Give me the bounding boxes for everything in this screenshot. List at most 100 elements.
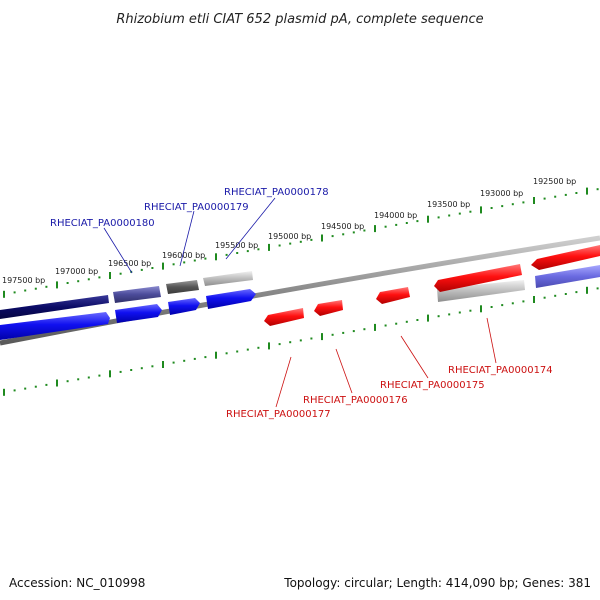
gene-label[interactable]: RHECIAT_PA0000176	[303, 395, 408, 406]
scale-tick	[87, 376, 90, 379]
scale-tick	[34, 287, 37, 290]
gene-feature[interactable]	[264, 308, 304, 326]
scale-tick	[448, 313, 451, 316]
scale-tick	[215, 253, 217, 261]
gene-feature[interactable]	[376, 287, 410, 304]
scale-tick	[87, 278, 90, 281]
gene-label[interactable]: RHECIAT_PA0000177	[226, 409, 331, 420]
scale-tick	[24, 387, 27, 390]
scale-tick	[140, 367, 143, 370]
tick-label: 195000 bp	[268, 232, 311, 241]
scale-tick	[299, 240, 302, 243]
scale-tick	[490, 306, 493, 308]
scale-tick	[299, 339, 302, 342]
scale-tick	[13, 291, 16, 294]
gene-feature[interactable]	[0, 295, 109, 319]
scale-tick	[66, 282, 69, 284]
gene-label[interactable]: RHECIAT_PA0000180	[50, 218, 155, 229]
label-connector	[486, 317, 497, 364]
scale-tick	[480, 206, 482, 214]
outer-scale-ticks	[3, 187, 599, 298]
scale-tick	[193, 357, 196, 360]
scale-tick	[193, 259, 196, 262]
tick-label: 196500 bp	[108, 259, 151, 268]
scale-tick	[172, 263, 175, 266]
scale-tick	[448, 214, 451, 217]
gene-feature[interactable]	[203, 271, 253, 286]
scale-tick	[246, 250, 249, 253]
gene-feature[interactable]	[113, 286, 161, 303]
gene-feature[interactable]	[166, 280, 199, 294]
scale-tick	[56, 281, 58, 289]
scale-tick	[3, 290, 5, 298]
gene-feature[interactable]	[434, 264, 522, 292]
scale-tick	[204, 356, 207, 359]
scale-tick	[321, 333, 323, 341]
scale-tick	[374, 323, 376, 331]
scale-tick	[3, 388, 5, 396]
scale-tick	[374, 225, 376, 233]
scale-tick	[469, 210, 472, 213]
scale-tick	[416, 319, 419, 321]
gene-label[interactable]: RHECIAT_PA0000175	[380, 380, 485, 391]
scale-tick	[119, 272, 122, 275]
scale-tick	[437, 315, 440, 318]
scale-tick	[586, 187, 588, 195]
gene-feature[interactable]	[437, 280, 525, 302]
scale-tick	[236, 350, 239, 353]
scale-tick	[109, 272, 111, 279]
scale-tick	[384, 225, 387, 228]
scale-tick	[384, 324, 387, 327]
label-connector	[335, 348, 353, 394]
scale-tick	[586, 286, 588, 294]
gene-label[interactable]: RHECIAT_PA0000179	[144, 202, 249, 213]
scale-tick	[331, 333, 334, 336]
gene-label[interactable]: RHECIAT_PA0000174	[448, 365, 553, 376]
scale-tick	[34, 385, 37, 388]
scale-tick	[427, 215, 429, 223]
scale-tick	[395, 322, 398, 325]
gene-label[interactable]: RHECIAT_PA0000178	[224, 187, 329, 198]
scale-tick	[596, 188, 599, 191]
tick-label: 196000 bp	[162, 251, 205, 260]
scale-tick	[564, 293, 567, 295]
scale-tick	[162, 361, 164, 368]
scale-tick	[564, 193, 567, 196]
scale-tick	[352, 231, 355, 234]
gene-feature[interactable]	[535, 265, 600, 288]
scale-tick	[66, 380, 69, 383]
scale-tick	[98, 276, 101, 279]
scale-tick	[533, 296, 535, 303]
gene-feature[interactable]	[168, 298, 200, 315]
scale-tick	[342, 233, 345, 236]
gene-feature[interactable]	[0, 312, 110, 340]
label-connector	[275, 356, 292, 408]
scale-tick	[13, 389, 16, 392]
gene-feature[interactable]	[531, 245, 600, 270]
scale-tick	[215, 351, 217, 359]
scale-tick	[225, 253, 228, 256]
scale-tick	[56, 379, 58, 387]
scale-tick	[416, 220, 419, 223]
gene-feature[interactable]	[206, 289, 256, 309]
label-connector	[179, 210, 195, 267]
gene-feature[interactable]	[314, 300, 343, 316]
scale-tick	[342, 331, 345, 334]
scale-tick	[98, 374, 101, 377]
scale-tick	[554, 294, 557, 297]
scale-tick	[289, 341, 292, 344]
scale-tick	[140, 268, 143, 271]
scale-tick	[278, 343, 281, 346]
scale-tick	[458, 212, 461, 215]
scale-tick	[278, 244, 281, 247]
label-connector	[400, 335, 429, 379]
scale-tick	[24, 289, 27, 292]
scale-tick	[183, 359, 186, 362]
scale-tick	[172, 361, 175, 364]
scale-tick	[395, 223, 398, 226]
scale-tick	[151, 267, 154, 269]
scale-tick	[225, 352, 228, 355]
gene-feature[interactable]	[115, 304, 162, 323]
topology-summary: Topology: circular; Length: 414,090 bp; …	[283, 576, 591, 590]
scale-tick	[511, 203, 514, 206]
